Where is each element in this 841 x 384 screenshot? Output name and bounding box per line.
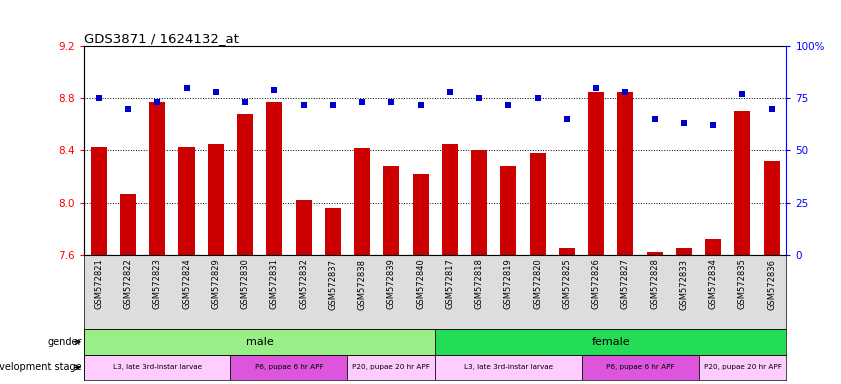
- Point: [590, 85, 603, 91]
- Point: [531, 95, 544, 101]
- Text: GSM572835: GSM572835: [738, 258, 747, 310]
- Text: GSM572838: GSM572838: [357, 258, 367, 310]
- Bar: [530, 153, 546, 255]
- Point: [180, 85, 193, 91]
- Bar: [84, 355, 230, 380]
- Text: GSM572834: GSM572834: [709, 258, 717, 310]
- Text: development stage: development stage: [0, 362, 82, 372]
- Bar: [295, 200, 312, 255]
- Bar: [267, 102, 283, 255]
- Text: GSM572839: GSM572839: [387, 258, 396, 310]
- Bar: [237, 114, 253, 255]
- Bar: [588, 92, 604, 255]
- Bar: [178, 147, 194, 255]
- Bar: [325, 208, 341, 255]
- Point: [267, 87, 281, 93]
- Text: L3, late 3rd-instar larvae: L3, late 3rd-instar larvae: [463, 364, 553, 371]
- Bar: [471, 151, 487, 255]
- Bar: [676, 248, 692, 255]
- Bar: [413, 174, 429, 255]
- Text: L3, late 3rd-instar larvae: L3, late 3rd-instar larvae: [113, 364, 202, 371]
- Bar: [617, 92, 633, 255]
- Point: [121, 106, 135, 112]
- Text: GDS3871 / 1624132_at: GDS3871 / 1624132_at: [84, 32, 239, 45]
- Bar: [581, 355, 699, 380]
- Bar: [647, 252, 663, 255]
- Text: P6, pupae 6 hr APF: P6, pupae 6 hr APF: [606, 364, 674, 371]
- Bar: [705, 239, 722, 255]
- Point: [765, 106, 779, 112]
- Text: GSM572820: GSM572820: [533, 258, 542, 310]
- Bar: [208, 144, 224, 255]
- Bar: [436, 329, 786, 355]
- Text: GSM572819: GSM572819: [504, 258, 513, 310]
- Point: [297, 101, 310, 108]
- Bar: [442, 144, 458, 255]
- Bar: [347, 355, 436, 380]
- Text: female: female: [591, 337, 630, 347]
- Text: GSM572821: GSM572821: [94, 258, 103, 310]
- Text: GSM572829: GSM572829: [211, 258, 220, 310]
- Bar: [734, 111, 750, 255]
- Bar: [699, 355, 786, 380]
- Text: GSM572826: GSM572826: [592, 258, 600, 310]
- Point: [706, 122, 720, 129]
- Bar: [84, 329, 436, 355]
- Text: GSM572822: GSM572822: [124, 258, 133, 310]
- Point: [414, 101, 427, 108]
- Bar: [91, 147, 107, 255]
- Text: gender: gender: [47, 337, 82, 347]
- Point: [356, 99, 369, 106]
- Text: GSM572830: GSM572830: [241, 258, 250, 310]
- Text: GSM572825: GSM572825: [563, 258, 571, 310]
- Text: P20, pupae 20 hr APF: P20, pupae 20 hr APF: [352, 364, 431, 371]
- Text: GSM572836: GSM572836: [767, 258, 776, 310]
- Text: GSM572818: GSM572818: [474, 258, 484, 310]
- Bar: [764, 161, 780, 255]
- Point: [384, 99, 398, 106]
- Text: GSM572817: GSM572817: [446, 258, 454, 310]
- Point: [209, 89, 223, 95]
- Text: GSM572833: GSM572833: [680, 258, 689, 310]
- Point: [736, 91, 749, 97]
- Point: [560, 116, 574, 122]
- Bar: [149, 102, 166, 255]
- Bar: [383, 166, 399, 255]
- Bar: [558, 248, 575, 255]
- Bar: [354, 148, 370, 255]
- Text: GSM572832: GSM572832: [299, 258, 308, 310]
- Text: GSM572837: GSM572837: [328, 258, 337, 310]
- Text: GSM572828: GSM572828: [650, 258, 659, 310]
- Point: [443, 89, 457, 95]
- Point: [473, 95, 486, 101]
- Point: [238, 99, 251, 106]
- Point: [501, 101, 515, 108]
- Point: [648, 116, 661, 122]
- Point: [677, 120, 690, 126]
- Text: GSM572840: GSM572840: [416, 258, 425, 310]
- Text: male: male: [246, 337, 273, 347]
- Bar: [436, 355, 581, 380]
- Point: [326, 101, 340, 108]
- Bar: [230, 355, 347, 380]
- Text: P6, pupae 6 hr APF: P6, pupae 6 hr APF: [255, 364, 323, 371]
- Text: GSM572823: GSM572823: [153, 258, 161, 310]
- Point: [151, 99, 164, 106]
- Bar: [120, 194, 136, 255]
- Bar: [500, 166, 516, 255]
- Text: GSM572827: GSM572827: [621, 258, 630, 310]
- Text: GSM572831: GSM572831: [270, 258, 278, 310]
- Point: [619, 89, 632, 95]
- Text: P20, pupae 20 hr APF: P20, pupae 20 hr APF: [704, 364, 781, 371]
- Text: GSM572824: GSM572824: [182, 258, 191, 310]
- Point: [92, 95, 105, 101]
